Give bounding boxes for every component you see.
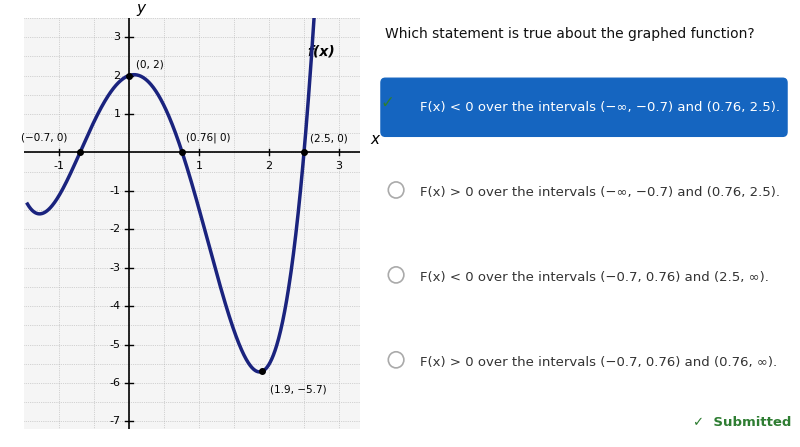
- Text: ✓: ✓: [381, 94, 395, 112]
- Text: (2.5, 0): (2.5, 0): [310, 134, 347, 144]
- Text: -7: -7: [110, 417, 121, 426]
- Text: 2: 2: [114, 71, 121, 80]
- Text: x: x: [370, 131, 379, 147]
- Text: -2: -2: [110, 224, 121, 234]
- Text: F(x) > 0 over the intervals (−∞, −0.7) and (0.76, 2.5).: F(x) > 0 over the intervals (−∞, −0.7) a…: [420, 186, 780, 199]
- Text: -5: -5: [110, 340, 121, 350]
- Text: (0.76| 0): (0.76| 0): [186, 132, 230, 143]
- Text: ✓  Submitted: ✓ Submitted: [693, 416, 791, 429]
- Text: F(x) > 0 over the intervals (−0.7, 0.76) and (0.76, ∞).: F(x) > 0 over the intervals (−0.7, 0.76)…: [420, 355, 777, 369]
- Text: 2: 2: [266, 161, 273, 171]
- Text: -4: -4: [110, 301, 121, 311]
- Text: 1: 1: [195, 161, 202, 171]
- Text: 3: 3: [114, 32, 121, 42]
- Text: (0, 2): (0, 2): [136, 60, 164, 70]
- Text: (−0.7, 0): (−0.7, 0): [21, 133, 67, 143]
- Text: -1: -1: [110, 186, 121, 196]
- Text: 1: 1: [114, 109, 121, 119]
- Text: 3: 3: [335, 161, 342, 171]
- FancyBboxPatch shape: [381, 78, 787, 136]
- Text: -6: -6: [110, 378, 121, 388]
- Text: F(x) < 0 over the intervals (−∞, −0.7) and (0.76, 2.5).: F(x) < 0 over the intervals (−∞, −0.7) a…: [420, 101, 780, 114]
- Text: F(x) < 0 over the intervals (−0.7, 0.76) and (2.5, ∞).: F(x) < 0 over the intervals (−0.7, 0.76)…: [420, 270, 769, 284]
- Text: y: y: [136, 1, 145, 16]
- Text: f(x): f(x): [308, 45, 335, 59]
- Text: (1.9, −5.7): (1.9, −5.7): [270, 385, 327, 395]
- Text: -3: -3: [110, 263, 121, 273]
- Text: Which statement is true about the graphed function?: Which statement is true about the graphe…: [386, 27, 755, 41]
- Text: -1: -1: [54, 161, 65, 171]
